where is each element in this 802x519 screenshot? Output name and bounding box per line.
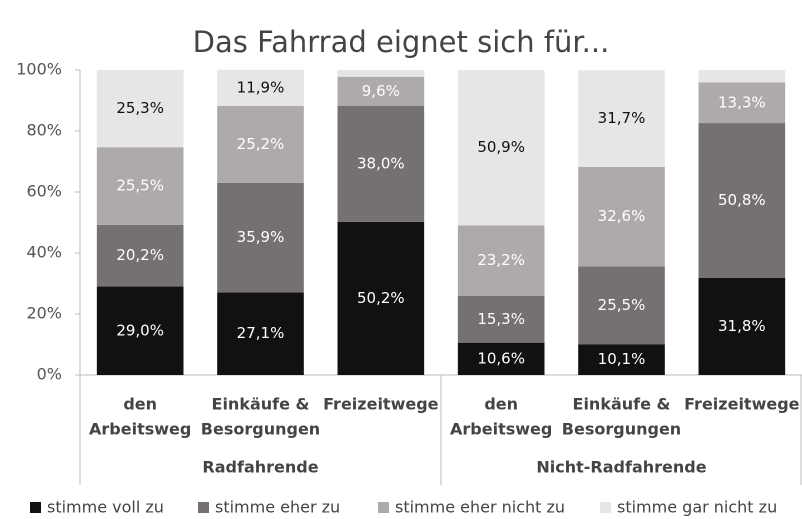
x-tick-label: Freizeitwege	[323, 395, 439, 414]
bar-segment	[337, 221, 425, 375]
legend-swatch	[378, 502, 389, 513]
y-tick-label: 40%	[26, 243, 62, 262]
x-tick-label: den	[123, 395, 157, 414]
value-label: 27,1%	[237, 324, 285, 342]
bar-segment	[578, 70, 665, 167]
bar-segment	[578, 344, 665, 375]
value-label: 10,1%	[598, 350, 646, 368]
x-tick-label: den	[484, 395, 518, 414]
bar-segment	[698, 82, 786, 124]
value-label: 15,3%	[477, 310, 525, 328]
value-label: 25,5%	[116, 177, 164, 195]
value-label: 38,0%	[357, 154, 405, 172]
chart-title: Das Fahrrad eignet sich für...	[193, 25, 610, 59]
bar-segment	[578, 166, 665, 267]
legend-swatch	[600, 502, 611, 513]
bar-segment	[217, 105, 304, 183]
x-tick-label: Einkäufe &	[212, 395, 310, 414]
value-label: 20,2%	[116, 246, 164, 264]
value-label: 35,9%	[237, 228, 285, 246]
bar-segment	[217, 292, 304, 375]
value-label: 31,7%	[598, 109, 646, 127]
bar-segment	[457, 70, 545, 226]
x-tick-label: Arbeitsweg	[450, 420, 552, 439]
value-label: 31,8%	[718, 317, 766, 335]
legend-swatch	[198, 502, 209, 513]
group-label: Radfahrende	[202, 458, 318, 477]
value-label: 29,0%	[116, 321, 164, 339]
value-label: 10,6%	[477, 349, 525, 367]
bar-segment	[337, 70, 425, 77]
legend-label: stimme gar nicht zu	[617, 498, 777, 517]
value-label: 11,9%	[237, 78, 285, 96]
x-tick-label: Arbeitsweg	[89, 420, 191, 439]
value-label: 50,9%	[477, 138, 525, 156]
x-tick-label: Freizeitwege	[684, 395, 800, 414]
bar-segment	[217, 182, 304, 293]
x-tick-label: Besorgungen	[201, 420, 320, 439]
legend-swatch	[30, 502, 41, 513]
y-tick-label: 0%	[37, 365, 62, 384]
value-label: 9,6%	[362, 82, 400, 100]
bar-segment	[698, 278, 786, 375]
bar-segment	[457, 296, 545, 343]
value-label: 50,8%	[718, 191, 766, 209]
value-label: 32,6%	[598, 207, 646, 225]
bar-segment	[96, 70, 184, 148]
legend-label: stimme voll zu	[47, 498, 164, 517]
legend-label: stimme eher nicht zu	[395, 498, 565, 517]
bar-segment	[337, 76, 425, 106]
y-tick-label: 20%	[26, 304, 62, 323]
bar-segment	[96, 286, 184, 375]
value-label: 50,2%	[357, 289, 405, 307]
bar-segment	[578, 266, 665, 345]
x-tick-label: Besorgungen	[562, 420, 681, 439]
bar-segment	[457, 225, 545, 297]
bar-segment	[217, 69, 304, 106]
group-label: Nicht-Radfahrende	[536, 458, 706, 477]
legend-label: stimme eher zu	[215, 498, 340, 517]
y-tick-label: 100%	[16, 60, 62, 79]
value-label: 25,3%	[116, 99, 164, 117]
value-label: 25,5%	[598, 296, 646, 314]
value-label: 13,3%	[718, 93, 766, 111]
x-tick-label: Einkäufe &	[573, 395, 671, 414]
value-label: 23,2%	[477, 251, 525, 269]
bar-segment	[96, 224, 184, 287]
y-tick-label: 80%	[26, 121, 62, 140]
bar-segment	[698, 70, 786, 83]
bar-segment	[96, 147, 184, 225]
bar-segment	[698, 123, 786, 279]
y-tick-label: 60%	[26, 182, 62, 201]
bar-segment	[457, 342, 545, 375]
value-label: 25,2%	[237, 135, 285, 153]
bar-segment	[337, 105, 425, 222]
